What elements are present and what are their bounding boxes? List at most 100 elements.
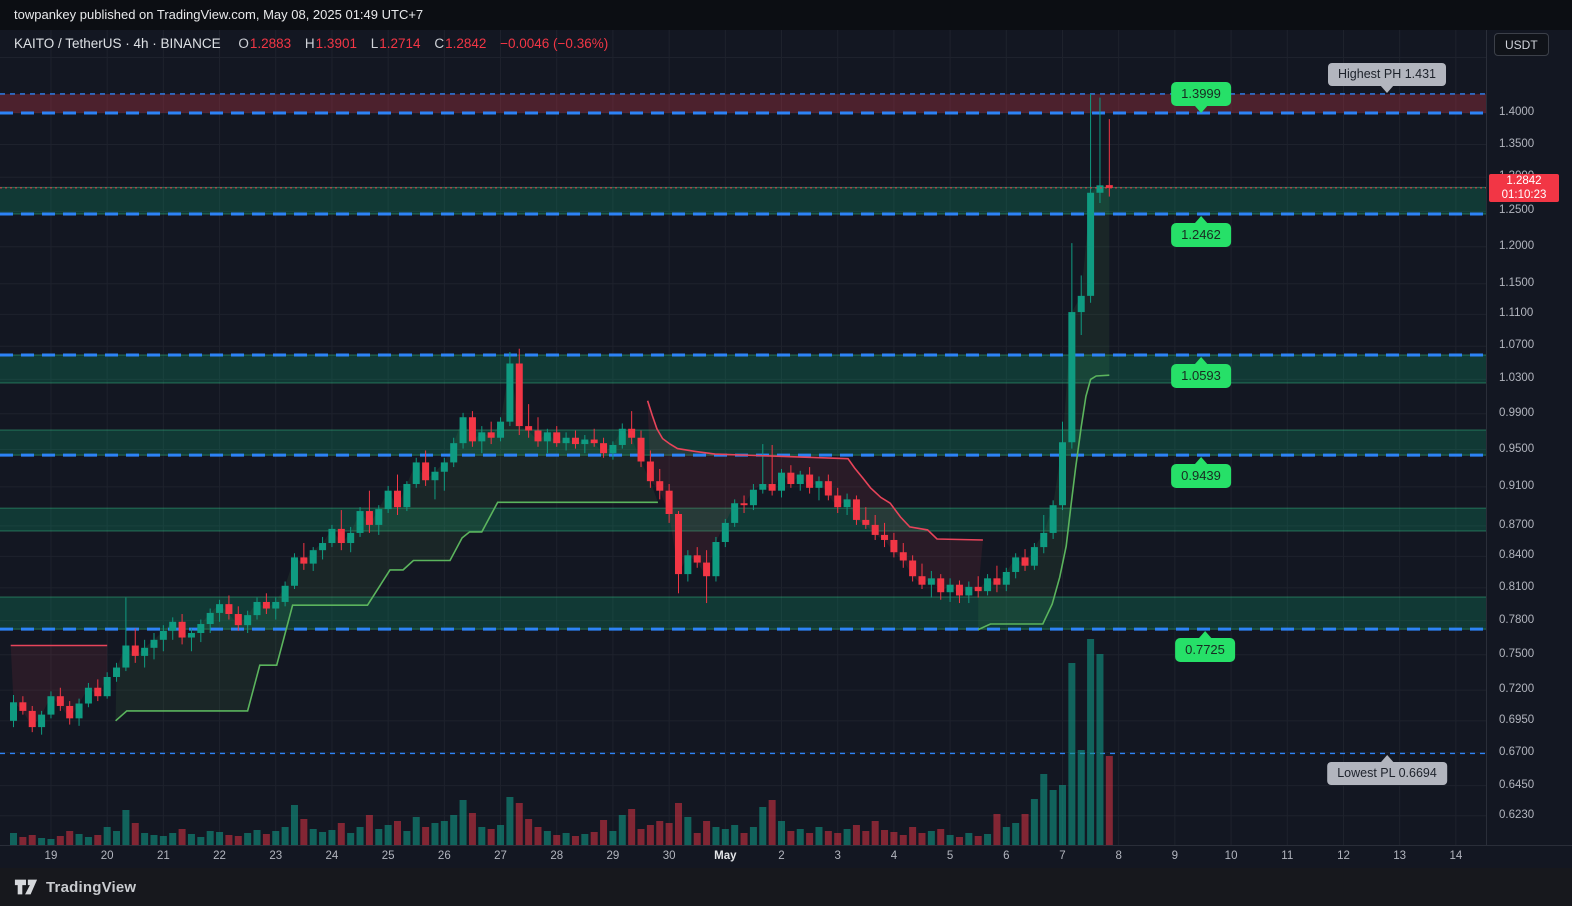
symbol-title[interactable]: KAITO / TetherUS · 4h · BINANCE [14,36,221,51]
candle-body [1012,557,1020,572]
y-axis-tick: 0.7800 [1499,613,1535,626]
y-axis-tick: 0.8100 [1499,580,1535,593]
y-axis-tick: 0.6950 [1499,713,1535,726]
volume-bar [881,830,889,845]
volume-bar [1049,790,1057,845]
pointer-icon [1379,755,1394,764]
x-axis-tick: May [714,850,737,862]
volume-bar [824,831,832,845]
volume-bar [955,837,963,845]
candle-body [1068,312,1076,443]
volume-bar [927,831,935,845]
volume-bar [618,815,626,845]
open-label: O [238,36,249,51]
volume-bar [1040,774,1048,845]
candle-body [159,630,167,640]
y-axis-tick: 1.3500 [1499,137,1535,150]
price-level-tag-text: 1.2462 [1181,226,1221,242]
volume-bar [543,831,551,845]
candle-body [47,696,55,715]
candle-body [1030,547,1038,566]
symbol-bar: KAITO / TetherUS · 4h · BINANCE O1.2883 … [14,30,608,57]
volume-bar [778,821,786,845]
candle-body [56,696,64,706]
volume-bar [562,833,570,845]
chandelier-fill-short [10,645,108,728]
y-axis-tick: 1.0700 [1499,339,1535,352]
y-axis-tick: 0.6700 [1499,745,1535,758]
close-value: 1.2842 [445,36,487,51]
candle-body [581,439,589,445]
x-axis-tick: 24 [325,850,339,862]
volume-bar [506,797,514,845]
candle-body [187,633,195,638]
candle-body [365,511,373,525]
volume-bar [1087,639,1095,845]
volume-bar [665,823,673,845]
candle-body [712,542,720,577]
candle-body [422,462,430,481]
candle-body [290,557,298,586]
volume-bar [731,825,739,845]
price-level-tag: 1.3999 [1171,82,1231,114]
volume-bar [581,834,589,845]
candle-body [637,437,645,462]
low-label: L [370,36,379,51]
pivot-marker-tooltip: Lowest PL 0.6694 [1327,755,1447,786]
chandelier-fill-long [115,363,658,721]
zone-support [0,508,1486,531]
volume-bar [66,831,74,845]
tradingview-logo-text[interactable]: TradingView [46,878,137,896]
tradingview-logo-icon[interactable] [14,877,38,897]
volume-bar [890,832,898,845]
candle-body [328,528,336,544]
publish-text: towpankey published on TradingView.com, … [14,7,424,22]
candle-body [487,432,495,438]
pointer-icon [1193,105,1208,114]
currency-toggle-button[interactable]: USDT [1494,33,1549,56]
volume-bar [356,827,364,845]
volume-bar [684,817,692,845]
volume-bar [553,835,561,845]
volume-bar [216,832,224,845]
volume-bar [740,833,748,845]
y-axis-tick: 0.7500 [1499,647,1535,660]
candle-body [927,578,935,585]
candle-body [403,484,411,508]
x-axis-tick: 30 [662,850,676,862]
volume-bar [19,837,27,845]
volume-bar [815,827,823,845]
price-level-tag: 0.9439 [1171,457,1231,489]
candle-body [103,676,111,697]
time-axis[interactable]: 19 20 21 22 23 24 25 26 27 28 29 30 May 2 3 4 5 6 7 8 9 10 11 1… [0,845,1572,868]
candle-body [262,601,270,609]
candle-body [75,703,83,719]
candle-body [731,503,739,523]
open-value: 1.2883 [249,36,292,51]
candle-body [450,443,458,463]
volume-bar [262,834,270,845]
x-axis-tick: 3 [834,850,841,862]
pointer-icon [1193,457,1208,466]
candle-body [1077,295,1085,313]
candle-body [674,514,682,575]
candle-body [300,557,308,564]
volume-bar [309,829,317,845]
volume-bar [422,827,430,845]
pointer-icon [1193,215,1208,224]
volume-bar [412,817,420,845]
price-chart-pane[interactable] [0,30,1486,845]
volume-bar [946,835,954,845]
y-axis-tick: 0.6450 [1499,778,1535,791]
candle-body [309,550,317,564]
volume-bar [197,837,205,845]
volume-bar [1068,663,1076,845]
candle-body [974,586,982,592]
volume-bar [56,836,64,845]
chart-container[interactable]: KAITO / TetherUS · 4h · BINANCE O1.2883 … [0,30,1572,868]
volume-bar [103,827,111,845]
candle-body [1096,185,1104,193]
volume-bar [365,815,373,845]
volume-bar [328,830,336,845]
price-axis[interactable]: 1.40001.35001.30001.25001.20001.15001.11… [1486,30,1572,845]
